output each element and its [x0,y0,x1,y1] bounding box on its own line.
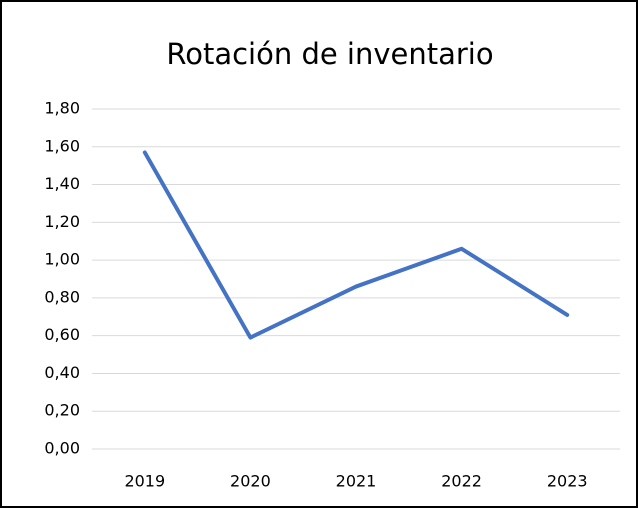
x-tick-label: 2022 [441,472,482,491]
y-tick-label: 1,20 [44,212,80,231]
x-tick-label: 2020 [230,472,271,491]
x-tick-label: 2019 [124,472,165,491]
x-tick-label: 2023 [547,472,588,491]
y-tick-label: 1,40 [44,174,80,193]
chart-title: Rotación de inventario [166,37,493,71]
y-tick-label: 1,00 [44,250,80,269]
y-tick-label: 0,80 [44,287,80,306]
x-tick-label: 2021 [336,472,377,491]
y-tick-label: 0,60 [44,325,80,344]
y-tick-label: 1,60 [44,136,80,155]
line-series [142,150,570,340]
y-tick-label: 1,80 [44,99,80,118]
y-tick-label: 0,40 [44,363,80,382]
y-tick-label: 0,00 [44,439,80,458]
y-tick-label: 0,20 [44,401,80,420]
